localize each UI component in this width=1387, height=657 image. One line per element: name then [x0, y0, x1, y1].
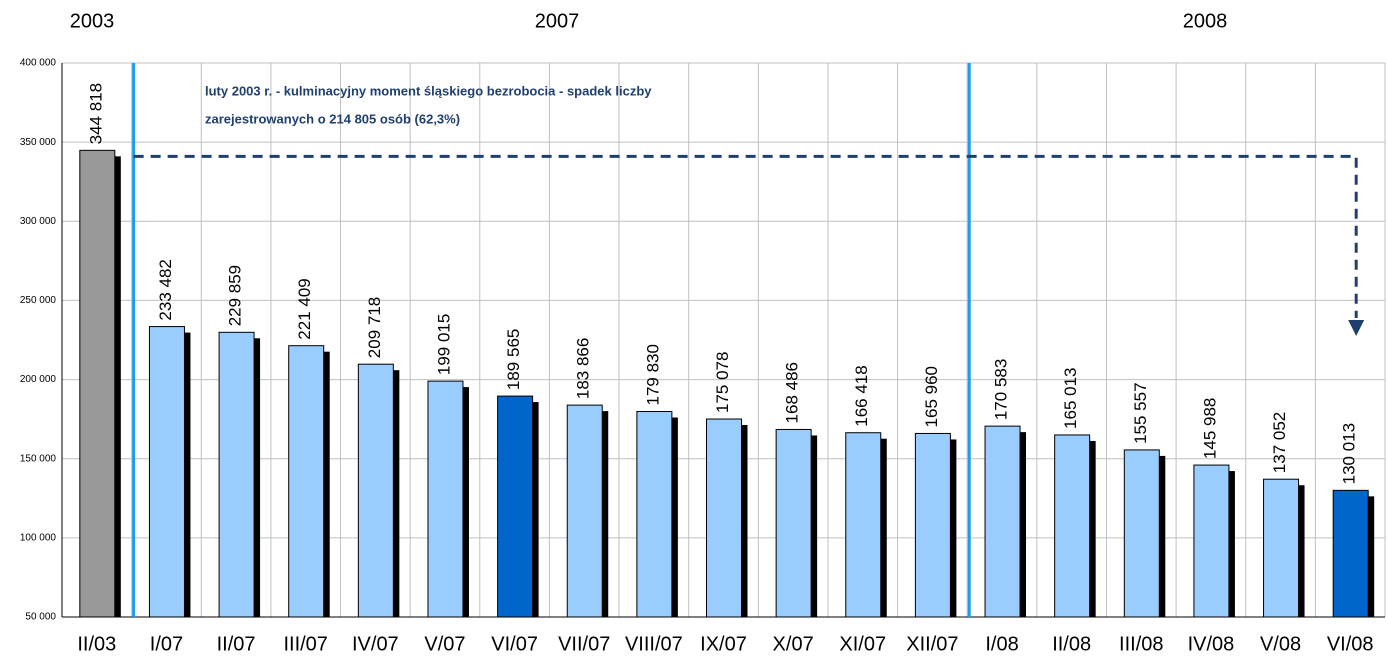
- bar: [497, 395, 534, 618]
- bar: [775, 428, 812, 618]
- bar: [845, 432, 882, 618]
- bar: [1332, 489, 1369, 618]
- y-tick-label: 50 000: [25, 612, 56, 623]
- value-label: 233 482: [156, 259, 175, 320]
- x-tick-label: XI/07: [839, 633, 886, 655]
- y-tick-label: 350 000: [20, 137, 57, 148]
- value-label: 166 418: [852, 365, 871, 426]
- x-tick-label: III/08: [1119, 633, 1163, 655]
- bar: [79, 149, 116, 618]
- bar: [1054, 434, 1091, 618]
- y-tick-label: 400 000: [20, 58, 57, 69]
- annotation: zarejestrowanych o 214 805 osób (62,3%): [205, 111, 460, 126]
- drop-arrow: [133, 154, 1358, 318]
- x-tick-label: III/07: [283, 633, 327, 655]
- bar: [636, 410, 673, 618]
- year-label: 2008: [1183, 10, 1228, 32]
- x-tick-label: II/07: [217, 633, 256, 655]
- x-tick-label: I/07: [150, 633, 183, 655]
- y-tick-label: 250 000: [20, 295, 57, 306]
- y-tick-label: 300 000: [20, 216, 57, 227]
- x-tick-label: VI/08: [1327, 633, 1374, 655]
- bar: [984, 425, 1021, 618]
- year-label: 2003: [70, 10, 115, 32]
- value-label: 221 409: [295, 278, 314, 339]
- x-tick-label: IX/07: [700, 633, 747, 655]
- value-label: 229 859: [226, 265, 245, 326]
- y-tick-label: 150 000: [20, 453, 57, 464]
- value-label: 130 013: [1340, 423, 1359, 484]
- x-tick-label: II/08: [1052, 633, 1091, 655]
- value-label: 189 565: [504, 329, 523, 390]
- x-tick-label: IV/08: [1188, 633, 1235, 655]
- bar: [148, 326, 185, 618]
- bar: [1193, 464, 1230, 618]
- value-label: 170 583: [992, 359, 1011, 420]
- annotation: luty 2003 r. - kulminacyjny moment śląsk…: [205, 83, 652, 98]
- bar: [1263, 478, 1300, 618]
- bar: [427, 380, 464, 618]
- value-label: 175 078: [713, 352, 732, 413]
- x-tick-label: X/07: [773, 633, 814, 655]
- x-tick-label: II/03: [77, 633, 116, 655]
- value-label: 165 013: [1061, 367, 1080, 428]
- value-label: 179 830: [643, 344, 662, 405]
- bar: [706, 418, 742, 618]
- value-label: 165 960: [922, 366, 941, 427]
- x-tick-label: VI/07: [491, 633, 538, 655]
- value-label: 344 818: [86, 83, 105, 144]
- bar: [914, 432, 951, 618]
- value-label: 155 557: [1131, 382, 1150, 443]
- x-tick-label: IV/07: [352, 633, 399, 655]
- x-tick-label: VIII/07: [625, 633, 683, 655]
- bar: [566, 404, 603, 618]
- y-tick-label: 200 000: [20, 374, 57, 385]
- value-label: 137 052: [1270, 412, 1289, 473]
- x-tick-label: I/08: [985, 633, 1018, 655]
- y-tick-label: 100 000: [20, 532, 57, 543]
- bar: [1123, 449, 1160, 618]
- x-tick-label: XII/07: [906, 633, 958, 655]
- x-tick-label: V/08: [1260, 633, 1301, 655]
- bar: [288, 345, 325, 618]
- bar: [218, 331, 255, 618]
- value-label: 145 988: [1200, 398, 1219, 459]
- value-label: 199 015: [434, 314, 453, 375]
- value-label: 209 718: [365, 297, 384, 358]
- x-tick-label: V/07: [424, 633, 465, 655]
- x-tick-label: VII/07: [558, 633, 610, 655]
- arrow-head: [1348, 320, 1365, 336]
- value-label: 183 866: [574, 338, 593, 399]
- year-label: 2007: [535, 10, 580, 32]
- bar: [357, 363, 394, 618]
- value-label: 168 486: [783, 362, 802, 423]
